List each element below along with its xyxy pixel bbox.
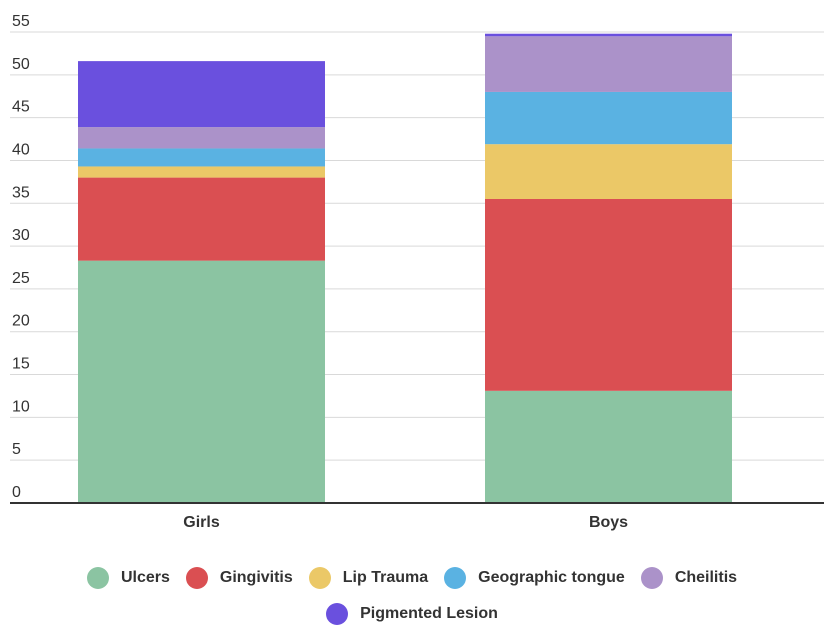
legend-item-lip-trauma: Lip Trauma <box>308 567 429 589</box>
x-category-label-boys: Boys <box>589 514 628 531</box>
legend-swatch-icon <box>308 567 331 589</box>
legend-label: Ulcers <box>120 569 170 586</box>
x-category-label-girls: Girls <box>183 514 220 531</box>
y-tick-labels: 0 5 10 15 20 25 30 35 40 45 50 55 <box>12 13 30 501</box>
bar-girls-cheilitis <box>78 127 325 149</box>
y-tick-label: 50 <box>12 56 30 73</box>
bar-girls-pigmented-lesion <box>78 61 325 128</box>
bar-boys-ulcers <box>485 390 732 503</box>
x-category-labels: Girls Boys <box>183 514 628 531</box>
legend-swatch-icon <box>86 567 109 589</box>
legend-row-2: Pigmented Lesion <box>0 596 824 632</box>
y-tick-label: 45 <box>12 99 30 116</box>
y-tick-label: 10 <box>12 398 30 415</box>
bar-boys-gingivitis <box>485 198 732 391</box>
bar-boys-pigmented-lesion <box>485 33 732 37</box>
legend-label: Geographic tongue <box>478 569 625 586</box>
y-tick-label: 35 <box>12 184 30 201</box>
legend-swatch-icon <box>444 567 467 589</box>
legend: Ulcers Gingivitis Lip Trauma Geographic ton… <box>0 560 824 632</box>
legend-row-1: Ulcers Gingivitis Lip Trauma Geographic ton… <box>0 560 824 596</box>
bar-boys-cheilitis <box>485 36 732 92</box>
legend-item-pigmented-lesion: Pigmented Lesion <box>326 603 498 625</box>
legend-item-cheilitis: Cheilitis <box>640 567 738 589</box>
legend-label: Lip Trauma <box>342 569 429 586</box>
legend-swatch-icon <box>185 567 208 589</box>
bars <box>78 33 732 503</box>
bar-girls-ulcers <box>78 260 325 503</box>
legend-label: Cheilitis <box>674 569 738 586</box>
bar-girls-geographic-tongue <box>78 148 325 167</box>
y-tick-label: 20 <box>12 313 30 330</box>
legend-label: Pigmented Lesion <box>360 605 498 622</box>
y-tick-label: 0 <box>12 484 21 501</box>
y-tick-label: 25 <box>12 270 30 287</box>
bar-boys-lip-trauma <box>485 144 732 199</box>
y-tick-label: 30 <box>12 227 30 244</box>
y-tick-label: 5 <box>12 441 21 458</box>
bar-girls-lip-trauma <box>78 166 325 178</box>
y-tick-label: 40 <box>12 141 30 158</box>
legend-swatch-icon <box>640 567 663 589</box>
legend-swatch-icon <box>326 603 349 625</box>
y-tick-label: 55 <box>12 13 30 30</box>
bar-boys-geographic-tongue <box>485 91 732 145</box>
legend-item-gingivitis: Gingivitis <box>185 567 293 589</box>
bar-girls-gingivitis <box>78 177 325 261</box>
stacked-bar-chart: 0 5 10 15 20 25 30 35 40 45 50 55 Girls Boys <box>10 13 824 531</box>
y-tick-label: 15 <box>12 356 30 373</box>
legend-label: Gingivitis <box>219 569 293 586</box>
legend-item-geographic-tongue: Geographic tongue <box>444 567 625 589</box>
legend-item-ulcers: Ulcers <box>86 567 170 589</box>
